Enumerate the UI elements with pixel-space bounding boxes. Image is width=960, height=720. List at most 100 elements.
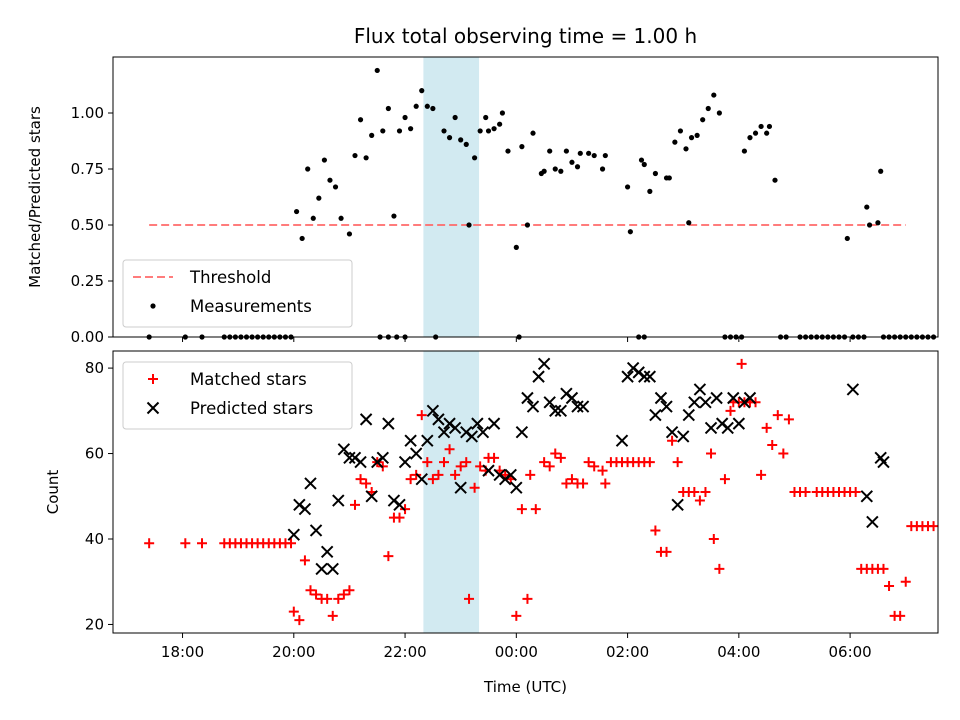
matched-star-point (597, 465, 608, 476)
matched-star-point (427, 474, 438, 485)
measurement-point (541, 168, 547, 174)
top-highlight-span (423, 57, 480, 337)
matched-star-point (294, 615, 305, 626)
measurement-point (424, 103, 430, 109)
predicted-star-point (504, 468, 517, 482)
predicted-star-point (699, 396, 712, 409)
matched-star-point (561, 478, 572, 489)
matched-star-point (305, 585, 316, 596)
measurement-point (758, 123, 764, 130)
y-tick-label: 20 (85, 615, 104, 633)
matched-star-point (286, 538, 297, 549)
matched-star-point (361, 478, 372, 489)
x-tick-label: 22:00 (383, 643, 426, 661)
legend-matched-label: Matched stars (190, 370, 307, 389)
measurement-point (844, 235, 850, 242)
measurement-point (747, 135, 753, 141)
predicted-star-point (487, 417, 501, 430)
predicted-star-point (615, 434, 629, 447)
measurement-point (369, 132, 375, 138)
matched-star-point (197, 538, 208, 549)
predicted-star-point (332, 494, 345, 507)
matched-star-point (530, 504, 541, 515)
predicted-star-point (727, 391, 740, 405)
measurement-point (430, 105, 436, 112)
matched-star-point (544, 461, 555, 472)
measurement-point (497, 121, 503, 127)
matched-star-point (511, 610, 522, 621)
measurement-point (346, 231, 353, 237)
legend-threshold-label: Threshold (189, 268, 271, 287)
measurement-point (452, 114, 458, 121)
measurement-point (627, 229, 633, 235)
predicted-star-point (549, 404, 562, 418)
measurement-point (586, 150, 592, 156)
measurement-point (471, 155, 478, 161)
predicted-star-point (298, 502, 312, 516)
matched-star-point (469, 482, 480, 493)
matched-star-point (884, 581, 895, 591)
legend-measurements-label: Measurements (190, 297, 312, 316)
matched-star-point (299, 555, 310, 566)
matched-star-point (600, 478, 611, 489)
matched-star-point (344, 585, 355, 596)
y-tick-label: 40 (85, 530, 104, 548)
measurement-point (310, 215, 316, 221)
predicted-star-point (710, 391, 723, 405)
measurement-point (505, 148, 511, 154)
x-tick-label: 00:00 (495, 643, 538, 661)
matched-star-point (772, 410, 783, 421)
predicted-star-point (671, 498, 684, 512)
predicted-star-point (526, 400, 540, 413)
matched-star-point (455, 461, 466, 472)
measurement-point (700, 117, 706, 123)
predicted-star-point (432, 413, 445, 426)
matched-star-point (714, 563, 725, 574)
measurement-point (352, 152, 358, 159)
predicted-star-point (649, 408, 662, 422)
predicted-star-point (415, 472, 428, 486)
matched-star-point (644, 457, 655, 468)
matched-star-point (355, 474, 366, 485)
predicted-star-point (532, 370, 545, 383)
measurement-point (574, 164, 581, 170)
predicted-star-point (510, 481, 523, 494)
bottom-legend-box (122, 361, 353, 430)
measurement-point (380, 128, 386, 134)
predicted-star-point (621, 370, 634, 383)
matched-star-point (525, 469, 536, 480)
predicted-star-points (287, 357, 890, 576)
predicted-star-point (404, 434, 417, 447)
matched-star-point (700, 487, 711, 497)
measurement-point (752, 130, 759, 136)
top-y-ticks: 0.00 0.25 0.50 0.75 1.00 (71, 104, 113, 346)
matched-star-point (311, 589, 322, 600)
matched-star-point (778, 448, 789, 459)
matched-star-point (667, 435, 678, 446)
matched-star-point (422, 457, 433, 468)
matched-star-point (706, 448, 717, 459)
bottom-plot-frame (112, 350, 939, 634)
measurement-point (396, 128, 403, 134)
y-tick-label: 0.50 (71, 216, 104, 234)
predicted-star-point (677, 430, 690, 443)
matched-star-point (761, 422, 772, 433)
measurement-point (711, 92, 717, 98)
predicted-star-point (309, 524, 323, 537)
predicted-star-point (426, 404, 440, 418)
matched-star-point (719, 474, 730, 485)
matched-star-point (756, 469, 767, 480)
measurement-point (558, 168, 564, 174)
bottom-y-ticks: 20 40 60 80 (85, 359, 113, 633)
predicted-star-point (326, 562, 339, 576)
matched-star-point (555, 452, 566, 463)
predicted-star-point (643, 370, 657, 383)
predicted-star-point (877, 455, 890, 469)
predicted-star-point (398, 455, 412, 469)
predicted-star-point (565, 391, 579, 405)
measurement-point (875, 220, 881, 226)
measurement-point (764, 130, 770, 136)
measurement-point (327, 177, 333, 183)
measurement-point (413, 103, 419, 109)
matched-star-point (450, 469, 461, 480)
